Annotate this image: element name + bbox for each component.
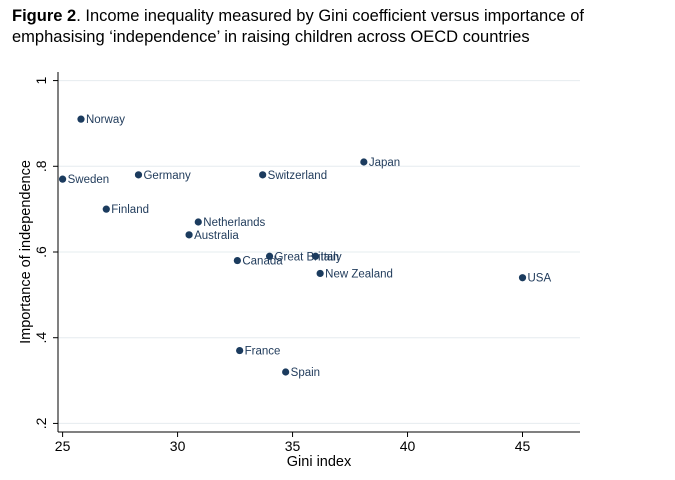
point-spain bbox=[282, 368, 290, 376]
gridlines bbox=[58, 80, 580, 424]
x-axis-ticks: 25 30 35 40 45 bbox=[55, 432, 531, 454]
point-label-italy: Italy bbox=[321, 251, 342, 263]
point-label-spain: Spain bbox=[291, 367, 320, 379]
point-label-japan: Japan bbox=[369, 157, 400, 169]
y-tick-label: .8 bbox=[33, 160, 49, 172]
point-norway bbox=[77, 115, 85, 123]
x-tick-label: 25 bbox=[55, 438, 71, 454]
y-tick-label: 1 bbox=[33, 76, 49, 84]
point-netherlands bbox=[194, 218, 202, 226]
x-axis-title: Gini index bbox=[287, 454, 352, 470]
figure-caption: Figure 2. Income inequality measured by … bbox=[12, 6, 672, 48]
point-label-usa: USA bbox=[528, 273, 552, 285]
point-france bbox=[236, 346, 244, 355]
point-usa bbox=[518, 274, 527, 282]
point-sweden bbox=[58, 175, 67, 183]
point-label-germany: Germany bbox=[143, 170, 191, 182]
point-label-sweden: Sweden bbox=[68, 174, 110, 186]
point-label-new-zealand: New Zealand bbox=[325, 268, 393, 280]
point-italy bbox=[311, 252, 320, 260]
point-label-norway: Norway bbox=[86, 114, 125, 126]
y-axis-ticks: .2 .4 .6 .8 1 bbox=[33, 76, 58, 429]
point-switzerland bbox=[259, 171, 267, 179]
point-finland bbox=[102, 205, 110, 213]
point-label-australia: Australia bbox=[194, 230, 239, 242]
data-points: Norway Japan Sweden Germany Switzerland Finla… bbox=[58, 114, 552, 379]
figure-caption-text: . Income inequality measured by Gini coe… bbox=[12, 7, 584, 46]
point-germany bbox=[134, 171, 143, 179]
point-label-finland: Finland bbox=[111, 204, 149, 216]
y-tick-label: .6 bbox=[33, 246, 49, 258]
point-japan bbox=[360, 158, 368, 166]
point-label-switzerland: Switzerland bbox=[268, 170, 327, 182]
x-tick-label: 45 bbox=[515, 438, 531, 454]
point-australia bbox=[185, 231, 193, 239]
y-axis-title: Importance of independence bbox=[18, 160, 34, 344]
point-label-france: France bbox=[245, 346, 281, 358]
y-tick-label: .2 bbox=[33, 417, 49, 429]
x-tick-label: 40 bbox=[400, 438, 416, 454]
point-label-netherlands: Netherlands bbox=[203, 217, 265, 229]
point-label-canada: Canada bbox=[242, 256, 283, 268]
point-label-great-britain: Great Britain bbox=[275, 251, 340, 263]
x-tick-label: 30 bbox=[170, 438, 186, 454]
y-tick-label: .4 bbox=[33, 332, 49, 344]
point-canada bbox=[233, 256, 241, 265]
figure-label: Figure 2 bbox=[12, 7, 77, 25]
x-tick-label: 35 bbox=[285, 438, 301, 454]
point-great-britain bbox=[265, 252, 274, 260]
point-new-zealand bbox=[316, 269, 324, 278]
